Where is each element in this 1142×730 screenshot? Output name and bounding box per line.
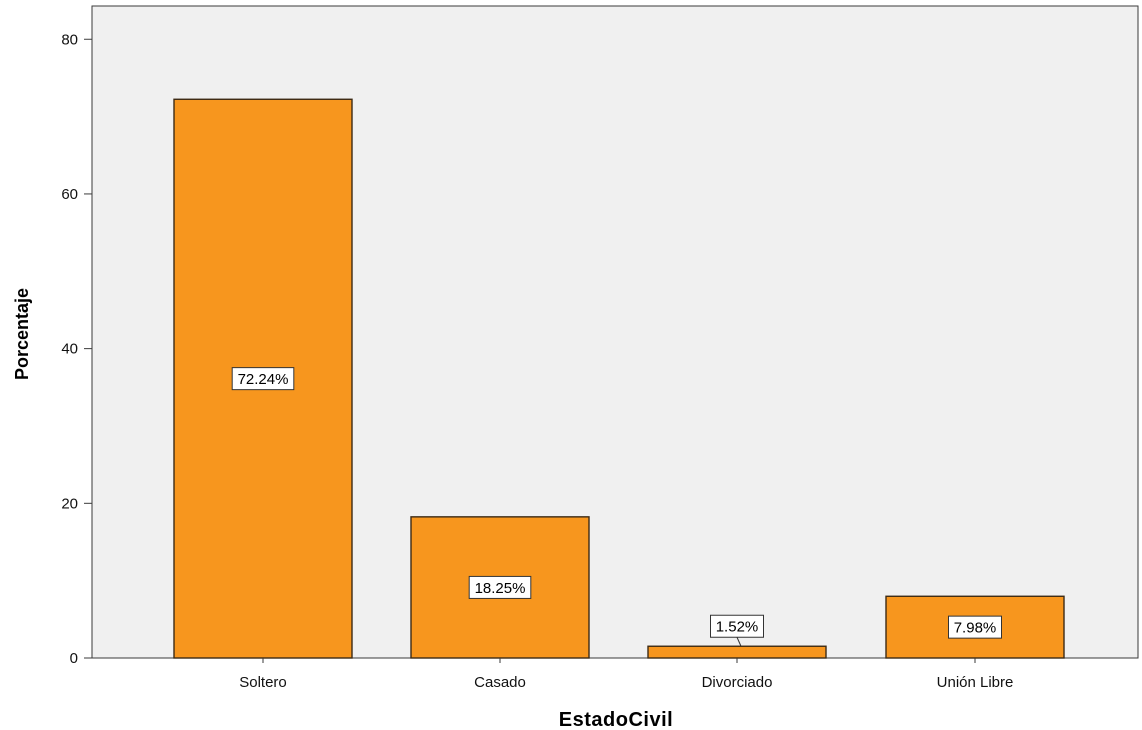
- y-axis-title: Porcentaje: [12, 288, 32, 380]
- data-label: 72.24%: [238, 371, 289, 388]
- x-tick-label: Unión Libre: [937, 674, 1014, 691]
- x-axis-title: EstadoCivil: [559, 709, 673, 730]
- y-tick-label: 80: [61, 31, 78, 48]
- data-labels-layer: 72.24% 18.25% 1.52% 7.98%: [231, 367, 1002, 647]
- y-tick-label: 20: [61, 495, 78, 512]
- data-label: 18.25%: [475, 580, 526, 597]
- data-label-box: [710, 614, 764, 638]
- y-tick-label: 0: [70, 650, 78, 667]
- x-tick-label: Soltero: [239, 674, 287, 691]
- bar-divorciado: [647, 645, 827, 659]
- data-label-leader: [736, 637, 742, 647]
- data-label-box: [231, 367, 295, 391]
- x-tick-label: Casado: [474, 674, 526, 691]
- axes-layer: Soltero Casado Divorciado Unión Libre 0 20 40 6…: [61, 31, 1013, 691]
- y-tick-label: 60: [61, 186, 78, 203]
- x-tick-label: Divorciado: [702, 674, 773, 691]
- y-tick-label: 40: [61, 341, 78, 358]
- data-label: 1.52%: [716, 619, 759, 636]
- data-label: 7.98%: [954, 620, 997, 637]
- data-label-box: [468, 575, 532, 599]
- data-label-box: [948, 615, 1002, 639]
